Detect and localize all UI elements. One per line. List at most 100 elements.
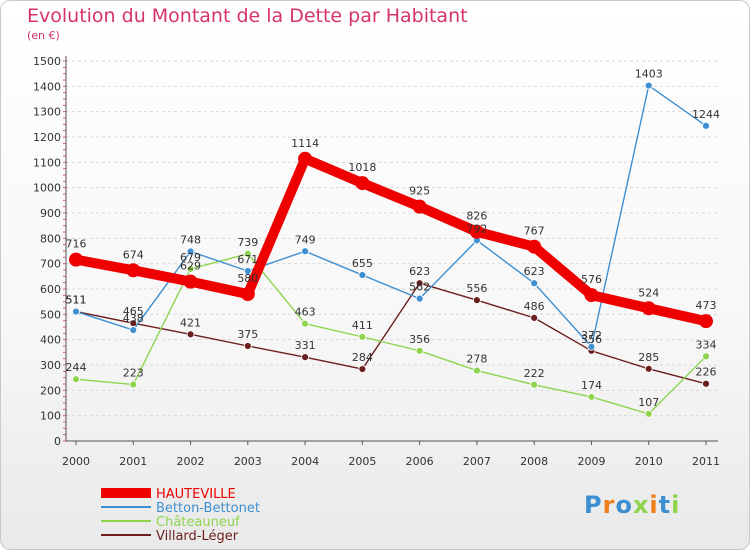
data-label: 278 <box>466 353 487 366</box>
data-point <box>641 301 656 316</box>
data-point <box>183 274 198 289</box>
data-label: 623 <box>409 265 430 278</box>
data-point <box>186 265 195 273</box>
y-tick-label: 1200 <box>33 131 61 144</box>
data-point <box>298 151 313 166</box>
logo-letter: o <box>615 491 633 519</box>
data-point <box>301 353 309 362</box>
y-tick-label: 1100 <box>33 156 61 169</box>
x-tick-label: 2009 <box>577 455 605 468</box>
logo-letter: i <box>671 491 681 519</box>
data-point <box>129 326 138 334</box>
data-label: 655 <box>352 257 373 270</box>
y-tick-label: 200 <box>40 384 61 397</box>
data-label: 411 <box>352 319 373 332</box>
data-point <box>527 239 542 254</box>
data-point <box>587 393 596 401</box>
series-line <box>71 153 711 327</box>
data-point <box>530 380 539 389</box>
legend: HAUTEVILLEBetton-BettonetChâteauneufVill… <box>101 487 260 544</box>
logo-letter: r <box>602 491 616 519</box>
data-point <box>186 330 195 339</box>
series-line <box>75 253 707 415</box>
series-line <box>75 84 707 348</box>
x-tick-label: 2007 <box>463 455 491 468</box>
x-tick-label: 2008 <box>520 455 548 468</box>
legend-label: Villard-Léger <box>156 529 239 544</box>
grid-layer <box>66 60 718 417</box>
data-point <box>702 352 710 361</box>
y-tick-label: 300 <box>40 359 61 372</box>
data-point <box>469 224 484 239</box>
data-point <box>240 287 255 302</box>
data-label: 331 <box>295 339 316 352</box>
data-label: 473 <box>696 299 717 312</box>
data-label: 792 <box>466 222 487 235</box>
data-label: 511 <box>66 294 87 307</box>
data-label: 223 <box>123 367 144 380</box>
data-point <box>186 247 195 256</box>
data-point <box>644 364 653 373</box>
data-label: 356 <box>409 333 430 346</box>
data-point <box>530 279 539 288</box>
data-point <box>355 176 370 191</box>
data-label: 285 <box>638 351 659 364</box>
data-label: 438 <box>123 312 144 325</box>
data-point <box>72 307 80 316</box>
y-tick-label: 400 <box>40 334 61 347</box>
legend-label: Betton-Bettonet <box>156 501 260 516</box>
data-label: 222 <box>524 367 545 380</box>
y-tick-label: 1500 <box>33 55 61 68</box>
data-label: 486 <box>524 300 545 313</box>
logo-letter: P <box>584 491 603 519</box>
proxiti-logo: Proxiti <box>584 491 680 519</box>
y-tick-label: 1400 <box>33 80 61 93</box>
data-label: 1114 <box>291 137 319 150</box>
data-label: 511 <box>66 294 87 307</box>
data-point <box>243 249 252 258</box>
x-tick-label: 2005 <box>348 455 376 468</box>
data-point <box>129 380 138 389</box>
y-tick-label: 700 <box>40 258 61 271</box>
data-point <box>699 314 713 329</box>
data-label: 576 <box>581 273 602 286</box>
data-point <box>702 121 710 130</box>
data-label: 356 <box>581 333 602 346</box>
data-point <box>358 332 367 341</box>
y-tick-label: 500 <box>40 308 61 321</box>
data-label: 1018 <box>348 161 376 174</box>
x-tick-label: 2004 <box>291 455 319 468</box>
data-point <box>358 271 367 279</box>
series-layer <box>69 81 713 418</box>
data-point <box>702 379 710 388</box>
y-tick-label: 0 <box>54 435 61 448</box>
data-label: 739 <box>237 236 258 249</box>
data-point <box>72 375 80 384</box>
data-label: 629 <box>180 260 201 273</box>
data-label: 674 <box>123 248 144 261</box>
logo-letter: t <box>658 491 672 519</box>
data-label: 580 <box>237 272 258 285</box>
data-point <box>530 313 539 322</box>
data-label: 465 <box>123 305 144 318</box>
y-tick-label: 100 <box>40 410 61 423</box>
label-layer: 716 674 629 580 1114 1018 925 826 767 576 524 473 51… <box>66 68 721 409</box>
data-label: 244 <box>66 361 87 374</box>
data-label: 226 <box>696 366 717 379</box>
chart-subtitle: (en €) <box>27 29 60 42</box>
data-label: 372 <box>581 329 602 342</box>
data-label: 1244 <box>692 108 720 121</box>
data-point <box>587 342 596 351</box>
data-point <box>644 409 653 418</box>
data-label: 562 <box>409 281 430 294</box>
x-tick-label: 2006 <box>406 455 434 468</box>
data-label: 375 <box>237 328 258 341</box>
data-label: 334 <box>696 338 717 351</box>
data-point <box>415 279 424 288</box>
data-point <box>69 252 83 267</box>
data-label: 284 <box>352 351 373 364</box>
data-point <box>473 366 481 375</box>
data-point <box>415 346 424 355</box>
data-point <box>301 247 309 256</box>
